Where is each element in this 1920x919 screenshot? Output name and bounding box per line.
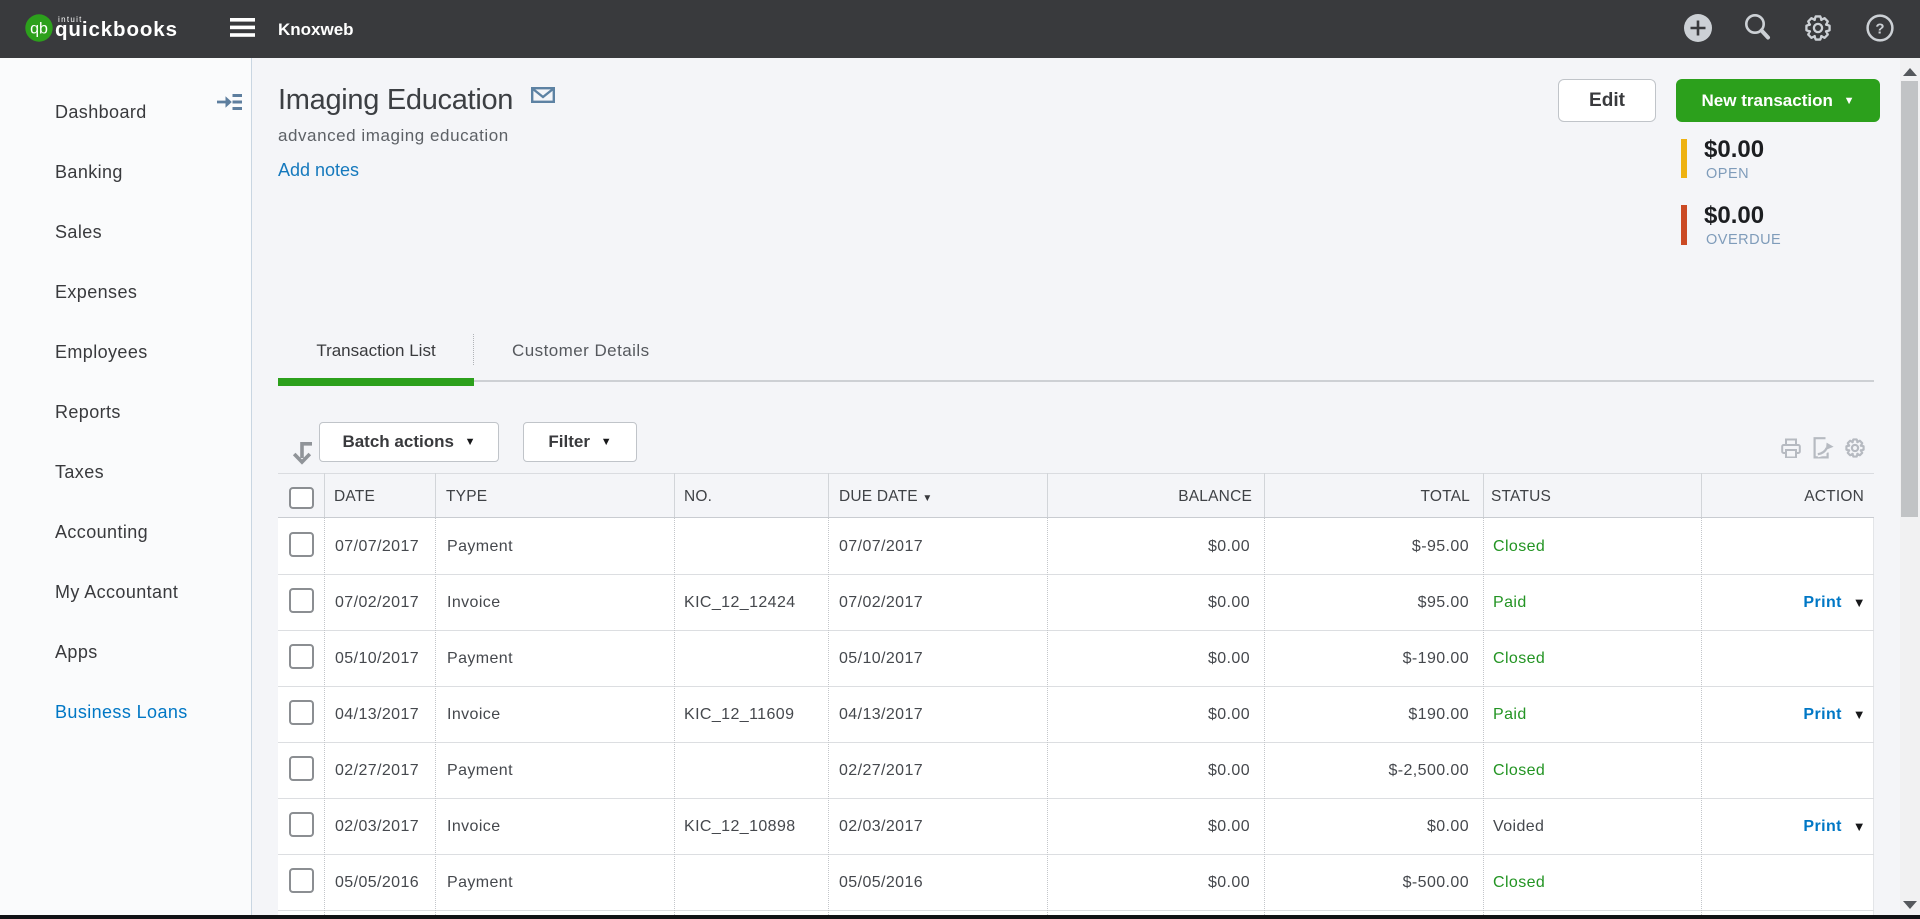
svg-text:?: ?: [1875, 21, 1884, 38]
svg-text:qb: qb: [30, 21, 48, 38]
